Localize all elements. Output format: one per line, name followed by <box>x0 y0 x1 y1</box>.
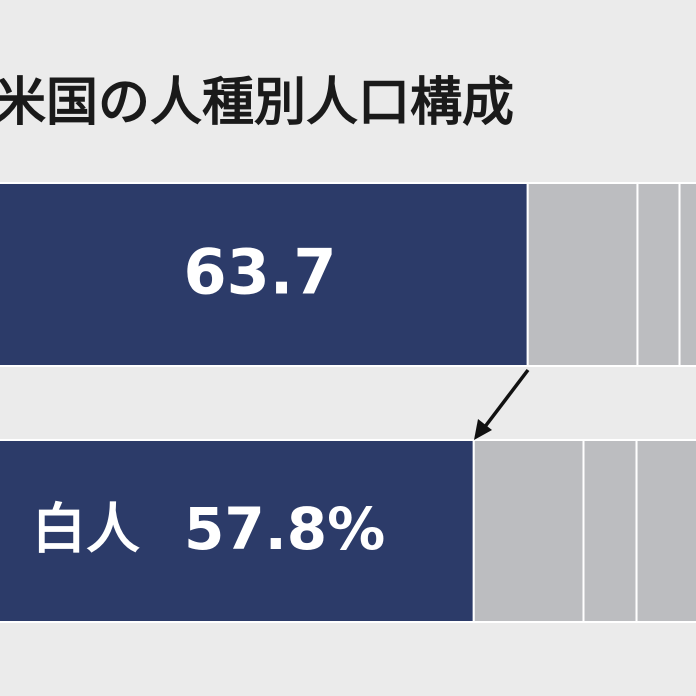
bar-segment <box>526 182 639 367</box>
series-label: 白人 <box>32 498 140 561</box>
bars <box>0 182 696 623</box>
bar-segment <box>0 439 475 623</box>
value-label: 57.8% <box>184 495 385 563</box>
bar-segment <box>635 439 696 623</box>
bar-segment <box>582 439 638 623</box>
value-label: 63.7 <box>184 236 337 309</box>
bar-segment <box>0 182 529 367</box>
bar-segment <box>472 439 585 623</box>
arrow-head <box>474 419 492 440</box>
labels: 63.7 白人 57.8% <box>32 236 385 564</box>
arrow <box>482 368 530 430</box>
chart-title: 米国の人種別人口構成 <box>0 73 514 133</box>
bar-segment <box>678 182 696 367</box>
bar-segment <box>636 182 681 367</box>
